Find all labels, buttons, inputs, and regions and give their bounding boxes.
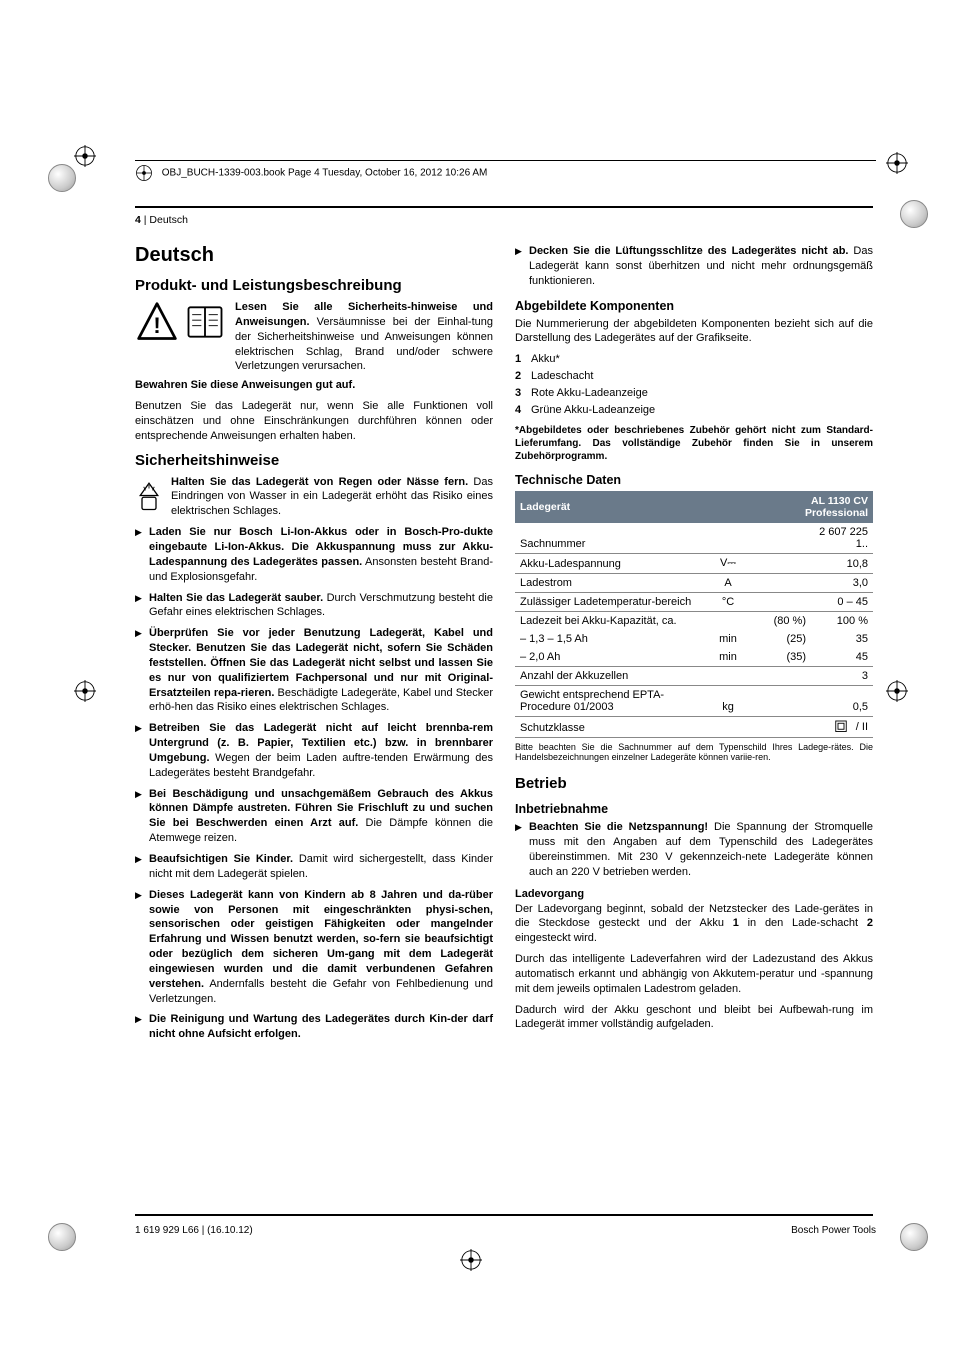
subsection-title: Abgebildete Komponenten — [515, 299, 873, 313]
safety-bullet: Bei Beschädigung und unsachgemäßem Gebra… — [135, 787, 493, 846]
comp-intro: Die Nummerierung der abgebildeten Kompon… — [515, 317, 873, 347]
component-item: Grüne Akku-Ladeanzeige — [515, 403, 873, 418]
table-head-left: Ladegerät — [515, 491, 707, 523]
use-note: Benutzen Sie das Ladegerät nur, wenn Sie… — [135, 399, 493, 444]
lade-p2: Durch das intelligente Ladeverfahren wir… — [515, 952, 873, 997]
table-row: Schutzklasse / II — [515, 716, 873, 737]
rain-warning: Halten Sie das Ladegerät von Regen oder … — [171, 475, 493, 520]
safety-bullet: Laden Sie nur Bosch Li-Ion-Akkus oder in… — [135, 525, 493, 584]
subsubsection-title: Ladevorgang — [515, 888, 873, 900]
safety-bullet: Überprüfen Sie vor jeder Benutzung Ladeg… — [135, 626, 493, 715]
component-item: Rote Akku-Ladeanzeige — [515, 386, 873, 401]
registration-target — [886, 152, 908, 174]
table-row: Ladezeit bei Akku-Kapazität, ca.(80 %)10… — [515, 611, 873, 630]
page-frame: 4 | Deutsch Deutsch Produkt- und Leistun… — [135, 206, 873, 1216]
lade-p1: Der Ladevorgang beginnt, sobald der Netz… — [515, 902, 873, 947]
table-row: Anzahl der Akkuzellen3 — [515, 666, 873, 685]
book-header-icon — [135, 164, 153, 182]
spec-table: Ladegerät AL 1130 CVProfessional Sachnum… — [515, 491, 873, 738]
crop-mark-bl — [48, 1223, 76, 1251]
subsection-title: Technische Daten — [515, 473, 873, 487]
warning-triangle-icon: ! — [135, 300, 179, 344]
netz-bullet: Beachten Sie die Netzspannung! Die Spann… — [515, 820, 873, 879]
intro-text: Lesen Sie alle Sicherheits-hinweise und … — [235, 300, 493, 374]
table-row: LadestromA3,0 — [515, 573, 873, 592]
safety-bullet: Beaufsichtigen Sie Kinder. Damit wird si… — [135, 852, 493, 882]
table-row: Akku-LadespannungV⎓10,8 — [515, 553, 873, 573]
page-footer: 1 619 929 L66 | (16.10.12) Bosch Power T… — [135, 1225, 876, 1236]
header-text: OBJ_BUCH-1339-003.book Page 4 Tuesday, O… — [162, 168, 488, 179]
safety-bullet: Die Reinigung und Wartung des Ladegeräte… — [135, 1012, 493, 1042]
page-number-line: 4 | Deutsch — [135, 214, 873, 226]
section-title: Betrieb — [515, 775, 873, 792]
protection-class-icon — [835, 720, 853, 734]
table-row: Zulässiger Ladetemperatur-bereich°C0 – 4… — [515, 592, 873, 611]
component-list: Akku* Ladeschacht Rote Akku-Ladeanzeige Grü… — [515, 352, 873, 417]
registration-target — [886, 680, 908, 702]
svg-text:!: ! — [153, 313, 160, 338]
footer-left: 1 619 929 L66 | (16.10.12) — [135, 1225, 253, 1236]
print-header: OBJ_BUCH-1339-003.book Page 4 Tuesday, O… — [135, 160, 876, 182]
registration-target — [460, 1249, 482, 1271]
crop-mark-tr — [900, 200, 928, 228]
table-row: Gewicht entsprechend EPTA-Procedure 01/2… — [515, 685, 873, 716]
subsection-title: Inbetriebnahme — [515, 802, 873, 816]
registration-target — [74, 680, 96, 702]
section-title: Deutsch — [135, 244, 493, 267]
footer-right: Bosch Power Tools — [791, 1225, 876, 1236]
safety-bullet: Betreiben Sie das Ladegerät nicht auf le… — [135, 721, 493, 780]
no-rain-icon — [135, 475, 163, 520]
subsection-title: Produkt- und Leistungsbeschreibung — [135, 277, 493, 294]
crop-mark-br — [900, 1223, 928, 1251]
component-item: Akku* — [515, 352, 873, 367]
column-right: Decken Sie die Lüftungsschlitze des Lade… — [515, 244, 873, 1048]
table-head-right: AL 1130 CVProfessional — [749, 491, 873, 523]
subsection-title: Sicherheitshinweise — [135, 452, 493, 469]
table-row: – 2,0 Ahmin(35)45 — [515, 648, 873, 667]
safety-bullets: Laden Sie nur Bosch Li-Ion-Akkus oder in… — [135, 525, 493, 1042]
table-footnote: Bitte beachten Sie die Sachnummer auf de… — [515, 742, 873, 764]
safety-bullet: Halten Sie das Ladegerät sauber. Durch V… — [135, 591, 493, 621]
table-row: – 1,3 – 1,5 Ahmin(25)35 — [515, 630, 873, 648]
component-item: Ladeschacht — [515, 369, 873, 384]
registration-target — [74, 145, 96, 167]
safety-bullet: Dieses Ladegerät kann von Kindern ab 8 J… — [135, 888, 493, 1007]
keep-instructions: Bewahren Sie diese Anweisungen gut auf. — [135, 378, 493, 393]
vent-bullet: Decken Sie die Lüftungsschlitze des Lade… — [515, 244, 873, 289]
lade-p3: Dadurch wird der Akku geschont und bleib… — [515, 1003, 873, 1033]
column-left: Deutsch Produkt- und Leistungsbeschreibu… — [135, 244, 493, 1048]
read-manual-icon — [183, 300, 227, 344]
crop-mark-tl — [48, 164, 76, 192]
comp-footnote: *Abgebildetes oder beschriebenes Zubehör… — [515, 424, 873, 463]
table-row: Sachnummer2 607 225 1.. — [515, 523, 873, 554]
